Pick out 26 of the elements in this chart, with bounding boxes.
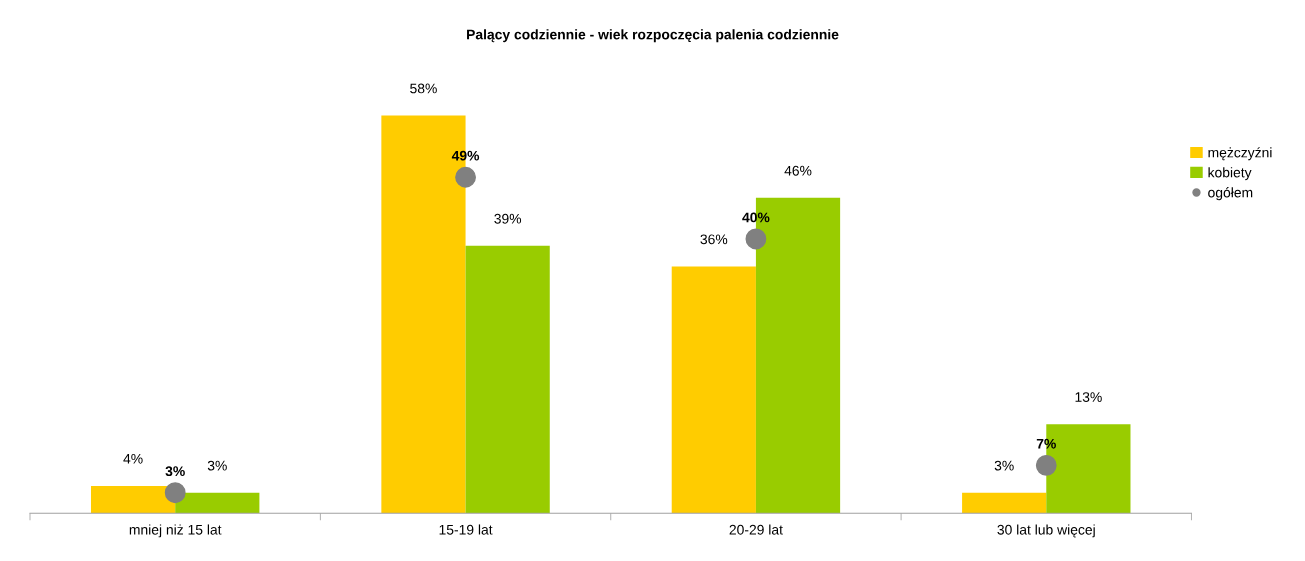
data-label: 13%	[1075, 392, 1102, 402]
point	[745, 228, 767, 250]
point	[455, 166, 476, 188]
bar	[465, 245, 550, 514]
x-tick-label: mniej niż 15 lat	[129, 524, 222, 538]
legend-label: ogółem	[1208, 187, 1253, 201]
x-tick-label: 30 lat lub więcej	[997, 524, 1095, 538]
chart-title: Palący codziennie - wiek rozpoczęcia palenia codziennie	[467, 29, 839, 43]
bar	[671, 266, 756, 514]
data-label: 3%	[994, 460, 1014, 471]
x-tick-label: 20-29 lat	[729, 524, 783, 535]
legend-label: kobiety	[1208, 167, 1252, 181]
data-label: 3%	[165, 466, 185, 477]
data-label: 58%	[410, 83, 437, 94]
point	[164, 482, 186, 504]
data-label: 3%	[207, 460, 227, 471]
bar	[175, 492, 260, 514]
x-tick-label: 15-19 lat	[439, 524, 493, 535]
data-label: 46%	[784, 165, 812, 176]
data-label: 4%	[123, 453, 143, 464]
data-label: 39%	[494, 213, 522, 224]
legend-label: mężczyźni	[1208, 147, 1272, 161]
bar	[90, 485, 176, 514]
point	[1035, 454, 1057, 476]
bar	[962, 492, 1047, 514]
data-label: 36%	[700, 234, 728, 245]
